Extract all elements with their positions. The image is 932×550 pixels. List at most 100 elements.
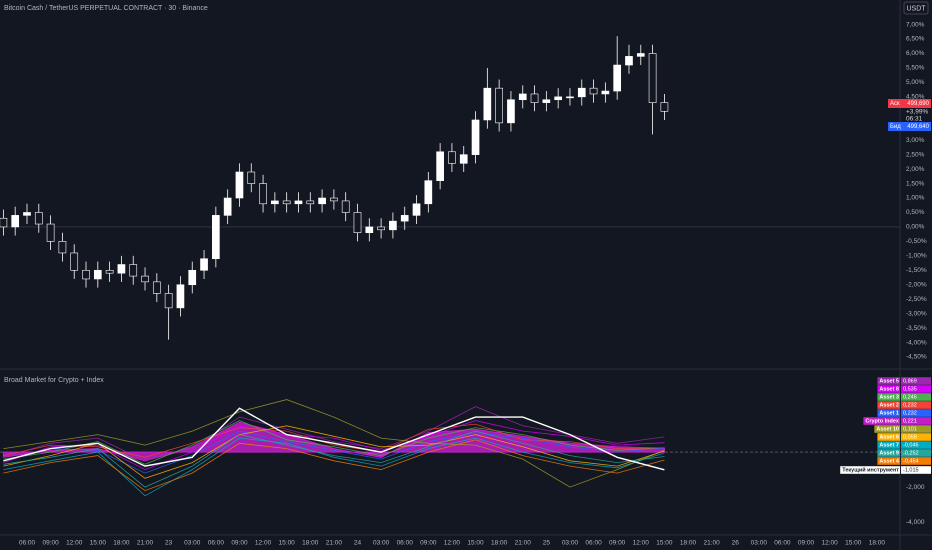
price-tag-name: Аск	[890, 101, 900, 107]
x-tick-label: 25	[543, 540, 551, 547]
y-tick-label: -3,50%	[906, 325, 927, 332]
countdown-label: 06:31	[906, 116, 923, 123]
x-tick-label: 12:00	[66, 540, 83, 547]
candle-body	[117, 264, 126, 274]
candle-body	[636, 53, 645, 57]
indicator-title[interactable]: Broad Market for Crypto + Index	[4, 377, 104, 384]
y-tick-label: -2,50%	[906, 296, 927, 303]
legend-name: Asset 5	[879, 378, 899, 384]
candle-body	[330, 197, 338, 202]
y-tick-label: 0,00%	[906, 224, 925, 231]
candle-body	[223, 197, 232, 216]
currency-label[interactable]: USDT	[906, 5, 926, 12]
x-tick-label: 18:00	[680, 540, 697, 547]
legend-value: -0,454	[903, 458, 919, 464]
x-tick-label: 18:00	[113, 540, 130, 547]
x-tick-label: 06:00	[397, 540, 414, 547]
candle-body	[459, 154, 468, 164]
candle-body	[82, 269, 90, 280]
x-tick-label: 09:00	[231, 540, 248, 547]
candle-body	[471, 119, 480, 155]
price-tag-value: 499,640	[907, 124, 929, 130]
legend-value: 0,232	[903, 402, 917, 408]
series-line	[3, 420, 665, 471]
y-tick-label: 5,50%	[906, 65, 925, 72]
y-tick-label: -0,50%	[906, 238, 927, 245]
legend-name-box	[877, 433, 900, 441]
x-tick-label: 15:00	[279, 540, 296, 547]
candle-body	[212, 215, 220, 260]
candle-body	[353, 212, 362, 234]
legend-name: Asset 8	[879, 386, 899, 392]
series-line	[3, 399, 665, 488]
y-tick-label: 7,00%	[906, 21, 925, 28]
legend-name-box	[877, 449, 900, 457]
candle-body	[601, 90, 610, 95]
candle-body	[554, 96, 563, 101]
candle-body	[542, 99, 551, 103]
candle-body	[34, 212, 43, 225]
candle-body	[58, 241, 67, 254]
legend-name-box	[877, 401, 900, 409]
candle-body	[318, 197, 326, 205]
legend-name: Crypto Index	[865, 418, 900, 424]
y-tick-label: -4,50%	[906, 354, 927, 361]
symbol-title[interactable]: Bitcoin Cash / TetherUS PERPETUAL CONTRA…	[4, 5, 208, 12]
legend-value-box	[901, 433, 931, 441]
legend-value-box	[901, 457, 931, 465]
legend-value: 0,101	[903, 426, 917, 432]
x-tick-label: 06:00	[585, 540, 602, 547]
candle-body	[294, 200, 303, 205]
x-tick-label: 09:00	[420, 540, 437, 547]
candle-body	[495, 87, 503, 124]
x-tick-label: 15:00	[90, 540, 107, 547]
x-tick-label: 09:00	[42, 540, 59, 547]
x-tick-label: 12:00	[255, 540, 272, 547]
change-label: +3,99%	[906, 109, 928, 116]
candle-body	[105, 269, 114, 274]
candle-body	[648, 53, 657, 103]
x-tick-label: 03:00	[373, 540, 390, 547]
candle-body	[389, 220, 397, 231]
candle-body	[259, 183, 267, 205]
x-tick-label: 18:00	[302, 540, 319, 547]
legend-value: -0,046	[903, 442, 919, 448]
legend-name-box	[877, 409, 900, 417]
legend-value-box	[901, 401, 931, 409]
candle-body	[448, 151, 456, 164]
x-tick-label: 24	[354, 540, 362, 547]
legend-name: Asset 10	[876, 426, 899, 432]
x-tick-label: 23	[165, 540, 173, 547]
y-tick-label: -1,50%	[906, 267, 927, 274]
legend-value: 0,535	[903, 386, 917, 392]
candle-body	[436, 151, 444, 181]
x-tick-label: 09:00	[798, 540, 815, 547]
legend-value: 0,246	[903, 394, 917, 400]
candle-body	[176, 284, 185, 309]
x-tick-label: 12:00	[633, 540, 650, 547]
y-tick-label: -1,00%	[906, 253, 927, 260]
candle-body	[341, 200, 350, 213]
legend-value-box	[901, 409, 931, 417]
legend-name: Asset 4	[879, 458, 900, 464]
legend-value-box	[901, 466, 931, 474]
series-line	[3, 420, 665, 465]
legend-value: -1,015	[903, 467, 919, 473]
candle-body	[577, 87, 586, 98]
candle-body	[306, 200, 315, 205]
y-tick-label: -3,00%	[906, 310, 927, 317]
candle-body	[589, 87, 598, 95]
series-line	[3, 437, 665, 497]
legend-name-box	[877, 377, 900, 385]
candle-body	[507, 99, 515, 124]
currency-button[interactable]	[903, 1, 929, 15]
x-tick-label: 03:00	[184, 540, 201, 547]
candle-body	[613, 64, 622, 92]
candle-body	[188, 269, 197, 286]
legend-name: Asset 9	[879, 450, 899, 456]
legend-name-box	[877, 385, 900, 393]
y-tick-label: 2,50%	[906, 151, 925, 158]
legend-value: 0,058	[903, 434, 917, 440]
